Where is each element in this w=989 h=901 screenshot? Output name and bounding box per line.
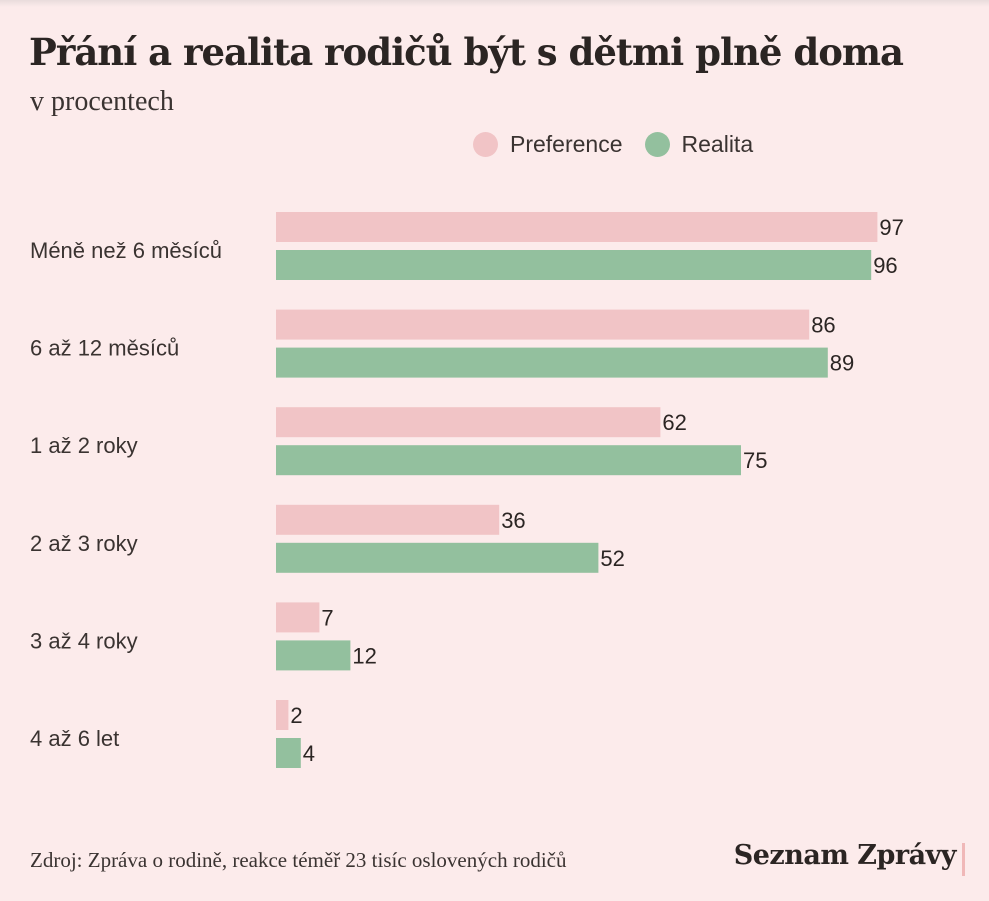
chart-legend: Preference Realita xyxy=(473,131,775,158)
bar-realita-3-az-4-roky xyxy=(276,640,351,671)
legend-label-realita: Realita xyxy=(681,131,754,157)
legend-item-preference: Preference xyxy=(473,131,623,158)
value-label-realita-6-az-12-mesicu: 89 xyxy=(830,351,854,376)
legend-swatch-preference xyxy=(473,132,498,157)
category-label-6-az-12-mesicu: 6 až 12 měsíců xyxy=(30,336,179,361)
legend-label-preference: Preference xyxy=(510,131,623,157)
legend-swatch-realita xyxy=(644,132,670,157)
category-label-2-az-3-roky: 2 až 3 roky xyxy=(30,531,138,556)
bar-preference-3-az-4-roky xyxy=(276,602,320,633)
value-label-realita-1-az-2-roky: 75 xyxy=(743,448,767,473)
value-label-preference-1-az-2-roky: 62 xyxy=(662,410,686,435)
chart-subtitle: v procentech xyxy=(30,86,174,117)
bar-realita-1-az-2-roky xyxy=(276,445,741,476)
value-label-realita-mene-nez-6-mesicu: 96 xyxy=(873,253,897,278)
bar-realita-4-az-6-let xyxy=(276,738,301,768)
category-label-1-az-2-roky: 1 až 2 roky xyxy=(30,433,138,458)
value-label-preference-6-az-12-mesicu: 86 xyxy=(811,313,835,338)
category-label-3-az-4-roky: 3 až 4 roky xyxy=(30,628,138,653)
bar-realita-6-az-12-mesicu xyxy=(276,347,828,378)
bar-preference-2-az-3-roky xyxy=(276,504,500,535)
brand-logo: Seznam Zprávy xyxy=(733,840,957,871)
top-shadow-bar xyxy=(0,0,989,7)
bar-preference-1-az-2-roky xyxy=(276,407,661,438)
category-label-mene-nez-6-mesicu: Méně než 6 měsíců xyxy=(30,238,222,263)
value-label-preference-4-az-6-let: 2 xyxy=(290,703,302,728)
bar-preference-mene-nez-6-mesicu xyxy=(276,212,878,242)
value-label-preference-3-az-4-roky: 7 xyxy=(321,605,333,630)
brand-accent-bar xyxy=(962,843,965,876)
bar-preference-4-az-6-let xyxy=(276,700,289,730)
legend-item-realita: Realita xyxy=(644,131,754,158)
category-label-4-az-6-let: 4 až 6 let xyxy=(30,726,119,751)
value-label-preference-2-az-3-roky: 36 xyxy=(501,508,525,533)
value-label-realita-4-az-6-let: 4 xyxy=(303,741,315,766)
source-note: Zdroj: Zpráva o rodině, reakce téměř 23 … xyxy=(30,848,567,872)
bar-realita-mene-nez-6-mesicu xyxy=(276,250,872,280)
value-label-preference-mene-nez-6-mesicu: 97 xyxy=(879,215,903,240)
chart-title: Přání a realita rodičů být s dětmi plně … xyxy=(29,30,904,74)
bar-realita-2-az-3-roky xyxy=(276,542,599,573)
bar-preference-6-az-12-mesicu xyxy=(276,309,810,340)
value-label-realita-3-az-4-roky: 12 xyxy=(352,643,376,668)
value-label-realita-2-az-3-roky: 52 xyxy=(600,546,624,571)
